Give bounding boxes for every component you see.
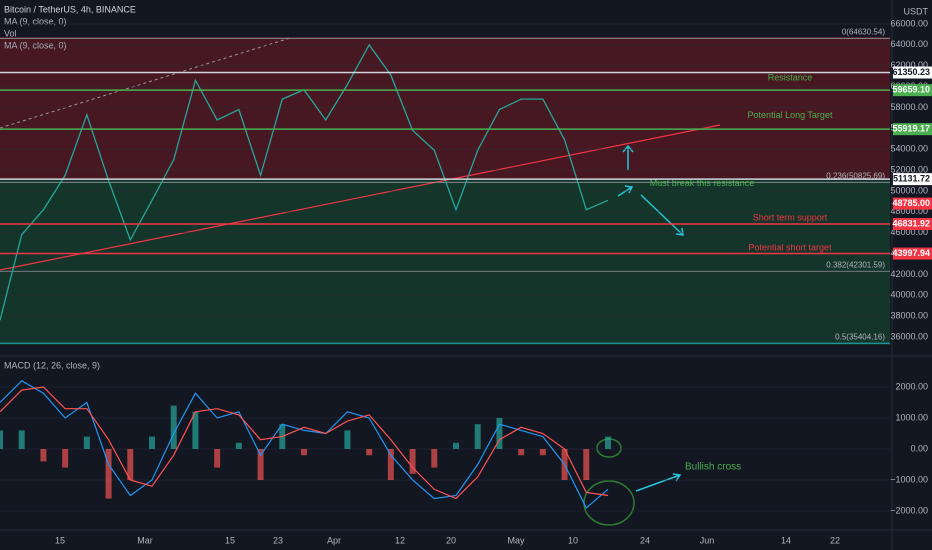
indicator: Vol [4,28,17,38]
price-tick-label: 52000.00 [890,164,928,174]
histogram-bar [539,449,546,456]
histogram-bar [387,449,394,480]
price-tick-label: 42000.00 [890,269,928,279]
histogram-bar [453,442,459,449]
indicator: MA (9, close, 0) [4,40,67,50]
note: Bullish cross [685,462,741,473]
histogram-bar [0,430,3,449]
histogram-bar [496,418,503,449]
level-tag-label: 46831.92 [892,218,930,228]
date-label: 15 [225,535,235,545]
level-tag [893,173,932,186]
fib-label: 0.236(50825.69) [826,171,885,180]
date-label: 20 [446,535,456,545]
price-tick-label: 62000.00 [890,60,928,70]
date-label: 12 [395,535,405,545]
histogram-bar [235,442,242,449]
price-tick-label: 66000.00 [890,18,928,28]
histogram-bar [605,436,611,449]
macd-title: MACD (12, 26, close, 9) [4,360,100,370]
price-tick-label: 54000.00 [890,144,928,154]
level-tag-label: 59659.10 [892,85,930,95]
macd-tick-label: 1000.00 [895,412,928,422]
macd-line [0,380,609,509]
histogram-bar [83,436,90,449]
level-tag-label: 61350.23 [892,67,930,77]
date-label: Jun [700,535,715,545]
level-tag [893,197,932,210]
price-tick-label: 64000.00 [890,39,928,49]
histogram-bar [62,449,69,468]
histogram-bar [214,449,221,468]
level-tag [893,66,932,79]
fib-label: 0.382(42301.59) [826,260,885,269]
histogram-bar [518,449,525,456]
date-label: 23 [273,535,283,545]
annotation: Short term support [753,212,828,222]
date-label: Mar [137,535,153,545]
histogram-bar [170,405,177,449]
histogram-bar [409,449,416,474]
price-tick-label: 36000.00 [890,331,928,341]
arrows [617,144,684,492]
support-zone [0,179,890,345]
level-tag [893,84,932,97]
histogram-bar [474,424,481,449]
histogram-bar [40,449,47,462]
date-label: 15 [55,535,65,545]
histogram-bar [105,449,112,499]
date-label: 10 [568,535,578,545]
macd-tick-label: −1000.00 [890,474,928,484]
histogram-bar [344,430,351,449]
price-tick-label: 48000.00 [890,206,928,216]
signal-line [0,386,609,500]
price-tick-label: 58000.00 [890,102,928,112]
macd-tick-label: 0.00 [910,443,928,453]
currency: USDT [904,6,929,16]
level-tag [893,123,932,136]
fib-label: 0.5(35404.16) [835,332,885,341]
annotation: Resistance [768,73,813,83]
histogram-bar [431,449,438,468]
level-tag [893,247,932,260]
date-label: 24 [640,535,650,545]
indicator: MA (9, close, 0) [4,16,67,26]
price-tick-label: 50000.00 [890,185,928,195]
date-label: Apr [327,535,341,545]
level-tag-label: 48785.00 [892,198,930,208]
fib-label: 0(64630.54) [842,27,885,36]
level-tag-label: 55919.17 [892,124,930,134]
dashed-trendline [0,37,291,129]
histogram-bar [366,449,373,456]
histogram-bar [257,449,264,480]
date-label: 14 [781,535,791,545]
symbol: Bitcoin / TetherUS, 4h, BINANCE [4,4,136,14]
annotation: Must break this resistance [650,178,755,188]
histogram-bar [192,411,199,449]
histogram-bar [583,449,590,480]
price-tick-label: 46000.00 [890,227,928,237]
date-label: May [507,535,525,545]
date-label: 22 [830,535,840,545]
level-tag [893,217,932,230]
macd-tick-label: −2000.00 [890,505,928,515]
histogram-bar [18,430,25,449]
price-tick-label: 38000.00 [890,310,928,320]
histogram-bar [127,449,134,480]
histogram-bar [149,436,155,449]
level-tag-label: 43997.94 [892,248,930,258]
annotation: Potential Long Target [748,110,833,120]
annotation: Potential short target [748,243,832,253]
resistance-zone [0,37,890,179]
level-tag-label: 51131.72 [893,173,930,183]
price-tick-label: 40000.00 [890,290,928,300]
macd-tick-label: 2000.00 [895,381,928,391]
histogram-bar [301,449,307,456]
